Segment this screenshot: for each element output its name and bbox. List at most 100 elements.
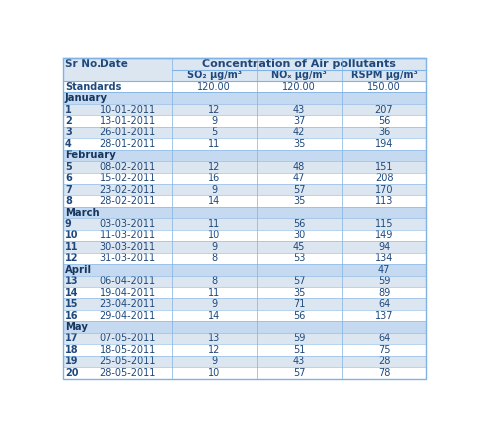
Bar xyxy=(64,264,426,275)
Text: 57: 57 xyxy=(293,276,305,286)
Text: 42: 42 xyxy=(293,127,305,137)
Text: 29-04-2011: 29-04-2011 xyxy=(100,311,156,320)
Text: 113: 113 xyxy=(375,196,393,206)
Text: 17: 17 xyxy=(65,333,78,344)
Bar xyxy=(64,104,426,115)
Text: 12: 12 xyxy=(208,345,220,355)
Bar xyxy=(64,275,426,287)
Text: 10: 10 xyxy=(208,230,220,241)
Text: 20: 20 xyxy=(65,368,78,378)
Text: 2: 2 xyxy=(65,116,72,126)
Text: 12: 12 xyxy=(208,162,220,172)
Text: 7: 7 xyxy=(65,185,72,195)
Text: 16: 16 xyxy=(65,311,78,320)
Bar xyxy=(64,115,426,127)
Text: 75: 75 xyxy=(378,345,390,355)
Text: 56: 56 xyxy=(378,116,390,126)
Text: 59: 59 xyxy=(293,333,305,344)
Bar xyxy=(64,253,426,264)
Bar xyxy=(64,58,426,81)
Text: Date: Date xyxy=(100,60,128,69)
Text: 149: 149 xyxy=(375,230,393,241)
Bar xyxy=(64,81,426,92)
Text: 11: 11 xyxy=(208,288,220,298)
Text: 14: 14 xyxy=(65,288,78,298)
Text: 47: 47 xyxy=(293,173,305,183)
Bar xyxy=(64,150,426,161)
Text: 10-01-2011: 10-01-2011 xyxy=(100,105,156,115)
Text: 94: 94 xyxy=(378,242,390,252)
Text: 64: 64 xyxy=(378,333,390,344)
Text: 30-03-2011: 30-03-2011 xyxy=(100,242,156,252)
Bar xyxy=(64,310,426,321)
Text: 19: 19 xyxy=(65,356,78,366)
Bar xyxy=(64,161,426,172)
Text: 134: 134 xyxy=(375,254,393,263)
Text: 9: 9 xyxy=(211,299,217,309)
Bar xyxy=(64,196,426,207)
Text: 25-05-2011: 25-05-2011 xyxy=(100,356,156,366)
Text: 12: 12 xyxy=(65,254,78,263)
Text: Concentration of Air pollutants: Concentration of Air pollutants xyxy=(202,60,396,69)
Text: 28-02-2011: 28-02-2011 xyxy=(100,196,156,206)
Bar xyxy=(64,321,426,333)
Text: 03-03-2011: 03-03-2011 xyxy=(100,219,156,229)
Text: 45: 45 xyxy=(293,242,305,252)
Bar xyxy=(64,127,426,138)
Text: 19-04-2011: 19-04-2011 xyxy=(100,288,156,298)
Bar xyxy=(64,138,426,150)
Text: NOₓ μg/m³: NOₓ μg/m³ xyxy=(271,70,327,81)
Text: 9: 9 xyxy=(211,356,217,366)
Text: 57: 57 xyxy=(293,185,305,195)
Text: 13: 13 xyxy=(208,333,220,344)
Text: SO₂ μg/m³: SO₂ μg/m³ xyxy=(186,70,241,81)
Text: 47: 47 xyxy=(378,265,390,275)
Bar xyxy=(64,92,426,104)
Text: 35: 35 xyxy=(293,139,305,149)
Text: 35: 35 xyxy=(293,196,305,206)
Text: 37: 37 xyxy=(293,116,305,126)
Text: 16: 16 xyxy=(208,173,220,183)
Text: 9: 9 xyxy=(211,242,217,252)
Bar xyxy=(64,172,426,184)
Text: 28-05-2011: 28-05-2011 xyxy=(100,368,156,378)
Text: 1: 1 xyxy=(65,105,72,115)
Text: 14: 14 xyxy=(208,311,220,320)
Text: 120.00: 120.00 xyxy=(197,82,231,92)
Text: 5: 5 xyxy=(211,127,217,137)
Text: 10: 10 xyxy=(65,230,78,241)
Text: 137: 137 xyxy=(375,311,393,320)
Text: 3: 3 xyxy=(65,127,72,137)
Bar xyxy=(64,356,426,367)
Text: 8: 8 xyxy=(211,276,217,286)
Text: Standards: Standards xyxy=(65,82,121,92)
Text: 9: 9 xyxy=(211,185,217,195)
Text: 194: 194 xyxy=(375,139,393,149)
Text: 57: 57 xyxy=(293,368,305,378)
Text: 6: 6 xyxy=(65,173,72,183)
Text: 11: 11 xyxy=(208,219,220,229)
Text: RSPM μg/m³: RSPM μg/m³ xyxy=(351,70,417,81)
Text: 23-04-2011: 23-04-2011 xyxy=(100,299,156,309)
Bar xyxy=(64,241,426,253)
Text: 15-02-2011: 15-02-2011 xyxy=(100,173,156,183)
Text: 18: 18 xyxy=(65,345,78,355)
Text: 11-03-2011: 11-03-2011 xyxy=(100,230,156,241)
Text: March: March xyxy=(65,208,99,218)
Text: 13: 13 xyxy=(65,276,78,286)
Bar xyxy=(64,299,426,310)
Text: 35: 35 xyxy=(293,288,305,298)
Text: 13-01-2011: 13-01-2011 xyxy=(100,116,156,126)
Text: 48: 48 xyxy=(293,162,305,172)
Text: 71: 71 xyxy=(293,299,305,309)
Text: 43: 43 xyxy=(293,105,305,115)
Text: 23-02-2011: 23-02-2011 xyxy=(100,185,156,195)
Text: 43: 43 xyxy=(293,356,305,366)
Text: 9: 9 xyxy=(65,219,72,229)
Text: 56: 56 xyxy=(293,311,305,320)
Text: 36: 36 xyxy=(378,127,390,137)
Text: Sr No.: Sr No. xyxy=(65,60,101,69)
Bar xyxy=(64,344,426,356)
Text: 115: 115 xyxy=(375,219,393,229)
Bar xyxy=(64,207,426,218)
